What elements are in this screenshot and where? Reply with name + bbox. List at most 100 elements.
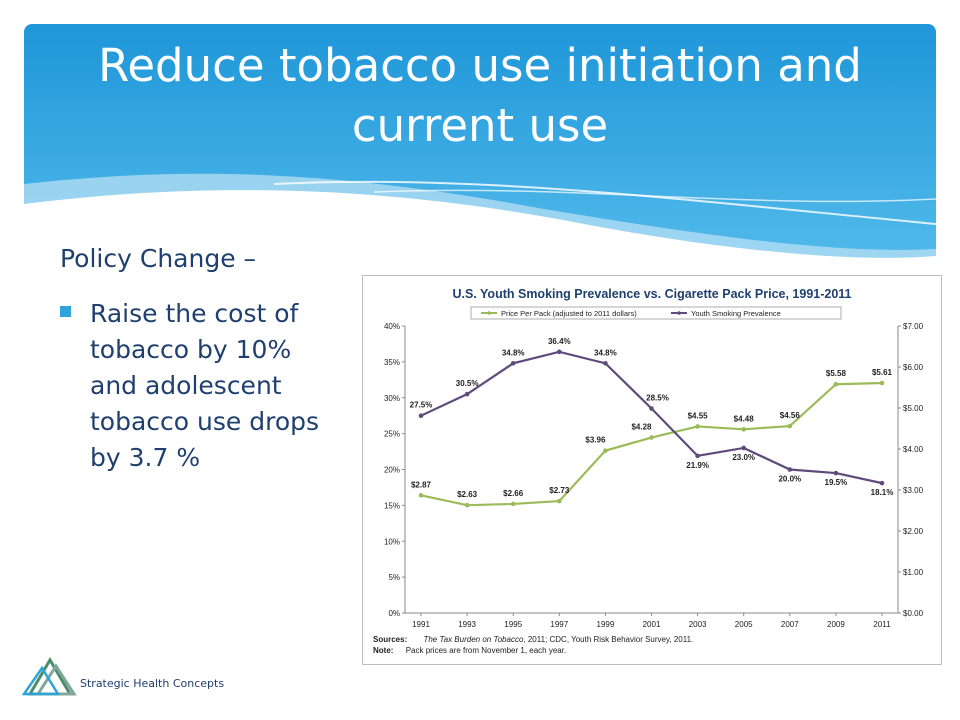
prevalence-data-label: 18.1% <box>871 488 894 497</box>
prevalence-point <box>649 406 654 411</box>
chart-title: U.S. Youth Smoking Prevalence vs. Cigare… <box>452 287 851 301</box>
chart-panel: U.S. Youth Smoking Prevalence vs. Cigare… <box>362 275 942 665</box>
prevalence-point <box>603 361 608 366</box>
sources-rest: , 2011; CDC, Youth Risk Behavior Survey,… <box>523 635 693 644</box>
price-point <box>418 493 424 498</box>
chart-axes: 0% 5% 10% 15% 20% 25% 30% 35% 40% $0.00 $1.00 $2.00… <box>384 322 924 629</box>
prevalence-point <box>418 413 424 418</box>
note-text: Pack prices are from November 1, each ye… <box>406 646 567 655</box>
price-data-label: $4.48 <box>734 414 755 423</box>
strategic-health-concepts-logo-icon <box>22 657 77 696</box>
slide-title: Reduce tobacco use initiation and curren… <box>98 39 862 152</box>
legend-marker-price <box>487 311 491 315</box>
prevalence-point <box>833 470 839 476</box>
price-point <box>833 381 839 387</box>
right-axis-tick-label: $0.00 <box>903 609 924 618</box>
left-axis-tick-label: 15% <box>384 501 400 510</box>
price-data-label: $4.56 <box>780 411 801 420</box>
left-axis-tick-label: 5% <box>388 573 400 582</box>
prevalence-data-label: 36.4% <box>548 337 571 346</box>
price-data-label: $5.61 <box>872 368 893 377</box>
series-youth-smoking-prevalence: 27.5% 30.5% 34.8% 36.4% 34.8% 28.5% 21.9% 23.0%… <box>410 337 894 497</box>
prevalence-data-label: 23.0% <box>732 453 755 462</box>
line-chart: U.S. Youth Smoking Prevalence vs. Cigare… <box>373 287 924 655</box>
price-point <box>464 502 470 508</box>
price-data-label: $2.87 <box>411 480 432 489</box>
price-point <box>510 501 516 507</box>
prevalence-point <box>510 361 516 366</box>
left-axis-tick-label: 35% <box>384 358 400 367</box>
right-axis-tick-label: $7.00 <box>903 322 924 331</box>
price-point <box>741 427 746 432</box>
price-point <box>695 424 700 429</box>
chart-legend: Price Per Pack (adjusted to 2011 dollars… <box>470 306 842 320</box>
prevalence-line <box>420 350 883 485</box>
left-axis-tick-label: 25% <box>384 430 400 439</box>
sources-line: Sources: The Tax Burden on Tobacco, 2011… <box>373 635 693 644</box>
prevalence-point <box>741 445 746 451</box>
left-axis-tick-label: 40% <box>384 322 400 331</box>
x-axis-tick-label: 2003 <box>689 620 707 629</box>
right-axis-tick-label: $6.00 <box>903 363 924 372</box>
prevalence-data-label: 28.5% <box>646 394 669 403</box>
legend-label-price: Price Per Pack (adjusted to 2011 dollars… <box>501 309 637 318</box>
price-point <box>879 380 885 386</box>
price-point <box>557 498 562 504</box>
left-axis-tick-label: 30% <box>384 394 400 403</box>
prevalence-point <box>695 453 700 459</box>
x-axis-tick-label: 2011 <box>873 620 891 629</box>
x-axis-tick-label: 1993 <box>458 620 476 629</box>
prevalence-data-label: 34.8% <box>594 348 617 357</box>
right-axis-tick-label: $5.00 <box>903 404 924 413</box>
x-axis-tick-label: 1995 <box>504 620 522 629</box>
prevalence-data-label: 34.8% <box>502 348 525 357</box>
prevalence-point <box>464 391 470 397</box>
right-axis-tick-label: $4.00 <box>903 445 924 454</box>
legend-label-prevalence: Youth Smoking Prevalence <box>691 309 781 318</box>
x-axis-tick-label: 2005 <box>735 620 753 629</box>
prevalence-data-label: 19.5% <box>825 478 848 487</box>
sources-label: Sources: <box>373 635 407 644</box>
left-axis-tick-label: 10% <box>384 537 400 546</box>
price-data-label: $4.55 <box>688 411 709 420</box>
logo-text: Strategic Health Concepts <box>80 677 225 690</box>
x-axis-tick-label: 2001 <box>643 620 661 629</box>
prevalence-data-label: 30.5% <box>456 379 479 388</box>
price-point <box>649 435 654 440</box>
note-line: Note: Pack prices are from November 1, e… <box>373 646 566 655</box>
prevalence-point <box>787 467 793 472</box>
right-axis-tick-label: $3.00 <box>903 486 924 495</box>
price-data-label: $4.28 <box>631 423 652 432</box>
x-axis-tick-label: 2009 <box>827 620 845 629</box>
x-axis-tick-label: 1991 <box>412 620 430 629</box>
prevalence-data-label: 21.9% <box>686 461 709 470</box>
x-axis-tick-label: 2007 <box>781 620 799 629</box>
legend-box <box>470 306 842 320</box>
price-data-label: $2.73 <box>549 486 570 495</box>
prevalence-data-label: 20.0% <box>778 475 801 484</box>
right-axis-tick-label: $2.00 <box>903 527 924 536</box>
policy-heading: Policy Change – <box>60 244 257 273</box>
square-bullet-icon <box>60 306 71 317</box>
prevalence-point <box>879 480 885 486</box>
left-axis-tick-label: 20% <box>384 466 400 475</box>
series-layer: $2.87 $2.63 $2.66 $2.73 $3.96 $4.28 $4.55 $4.48… <box>410 337 894 508</box>
right-axis-tick-label: $1.00 <box>903 568 924 577</box>
price-point <box>787 423 793 429</box>
prevalence-point <box>557 349 562 355</box>
price-data-label: $2.66 <box>503 489 524 498</box>
price-data-label: $5.58 <box>826 369 847 378</box>
bullet-text: Raise the cost of tobacco by 10% and ado… <box>90 299 320 472</box>
x-axis-tick-label: 1999 <box>597 620 615 629</box>
note-label: Note: <box>373 646 393 655</box>
price-point <box>603 448 608 453</box>
left-axis-tick-label: 0% <box>388 609 400 618</box>
legend-marker-prevalence <box>677 311 681 315</box>
series-price-per-pack: $2.87 $2.63 $2.66 $2.73 $3.96 $4.28 $4.55 $4.48… <box>411 368 893 508</box>
header-background <box>24 24 936 274</box>
sources-italic: The Tax Burden on Tobacco <box>423 635 523 644</box>
price-data-label: $3.96 <box>585 436 606 445</box>
price-data-label: $2.63 <box>457 490 478 499</box>
x-axis-tick-label: 1997 <box>550 620 568 629</box>
prevalence-data-label: 27.5% <box>410 401 433 410</box>
